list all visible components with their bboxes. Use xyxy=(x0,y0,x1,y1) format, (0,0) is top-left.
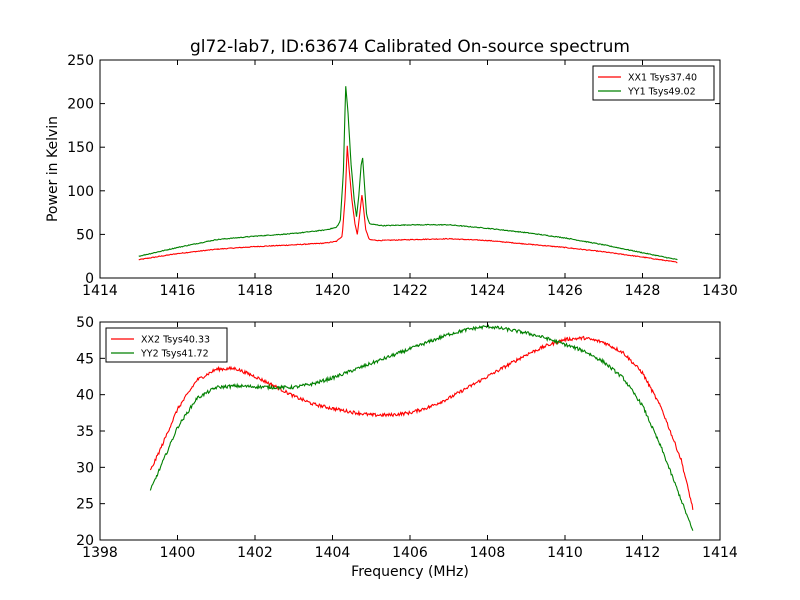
legend: XX1 Tsys37.40 YY1 Tsys49.02 xyxy=(592,65,715,101)
x-tick-label: 1416 xyxy=(160,283,196,299)
legend-label: YY2 Tsys41.72 xyxy=(140,349,209,360)
legend-label: XX1 Tsys37.40 xyxy=(628,73,697,84)
top-panel: 1414 1416 1418 1420 1422 1424 1426 1428 1430 0 50 1… xyxy=(45,53,738,299)
y-tick-label: 25 xyxy=(76,497,94,513)
x-tick-label: 1406 xyxy=(392,545,428,561)
x-tick-label: 1400 xyxy=(160,545,196,561)
x-tick-label: 1410 xyxy=(547,545,583,561)
x-axis-label: Frequency (MHz) xyxy=(351,564,469,580)
series-line-2 xyxy=(138,86,678,261)
x-tick-label: 1402 xyxy=(237,545,273,561)
x-tick-label: 1398 xyxy=(82,545,118,561)
y-tick-label: 45 xyxy=(76,351,94,367)
legend: XX2 Tsys40.33 YY2 Tsys41.72 xyxy=(105,327,228,363)
x-tick-label: 1424 xyxy=(470,283,506,299)
legend-label: YY1 Tsys49.02 xyxy=(627,87,696,98)
y-tick-label: 50 xyxy=(76,315,94,331)
y-tick-label: 40 xyxy=(76,388,94,404)
y-tick-label: 20 xyxy=(76,533,94,549)
legend-box xyxy=(592,65,715,101)
series-line-1 xyxy=(138,145,678,264)
y-tick-label: 50 xyxy=(76,227,94,243)
x-tick-label: 1404 xyxy=(315,545,351,561)
x-tick-label: 1430 xyxy=(702,283,738,299)
bottom-panel: 1398 1400 1402 1404 1406 1408 1410 1412 1414 20 25… xyxy=(76,315,738,580)
x-tick-label: 1426 xyxy=(547,283,583,299)
y-tick-label: 150 xyxy=(67,140,94,156)
y-tick-label: 35 xyxy=(76,424,94,440)
chart-title: gl72-lab7, ID:63674 Calibrated On-source… xyxy=(190,37,630,57)
y-tick-label: 100 xyxy=(67,184,94,200)
y-tick-label: 250 xyxy=(67,53,94,69)
y-axis-label: Power in Kelvin xyxy=(45,116,61,222)
y-tick-label: 30 xyxy=(76,460,94,476)
series-line-1 xyxy=(149,335,694,510)
legend-label: XX2 Tsys40.33 xyxy=(141,335,210,346)
x-tick-label: 1420 xyxy=(315,283,351,299)
legend-box xyxy=(105,327,228,363)
x-tick-label: 1414 xyxy=(702,545,738,561)
x-tick-label: 1408 xyxy=(470,545,506,561)
x-tick-label: 1422 xyxy=(392,283,428,299)
x-tick-label: 1418 xyxy=(237,283,273,299)
y-tick-label: 200 xyxy=(67,97,94,113)
x-tick-label: 1414 xyxy=(82,283,118,299)
y-tick-label: 0 xyxy=(85,271,94,287)
series-line-2 xyxy=(149,324,694,531)
x-tick-label: 1428 xyxy=(625,283,661,299)
x-tick-label: 1412 xyxy=(625,545,661,561)
